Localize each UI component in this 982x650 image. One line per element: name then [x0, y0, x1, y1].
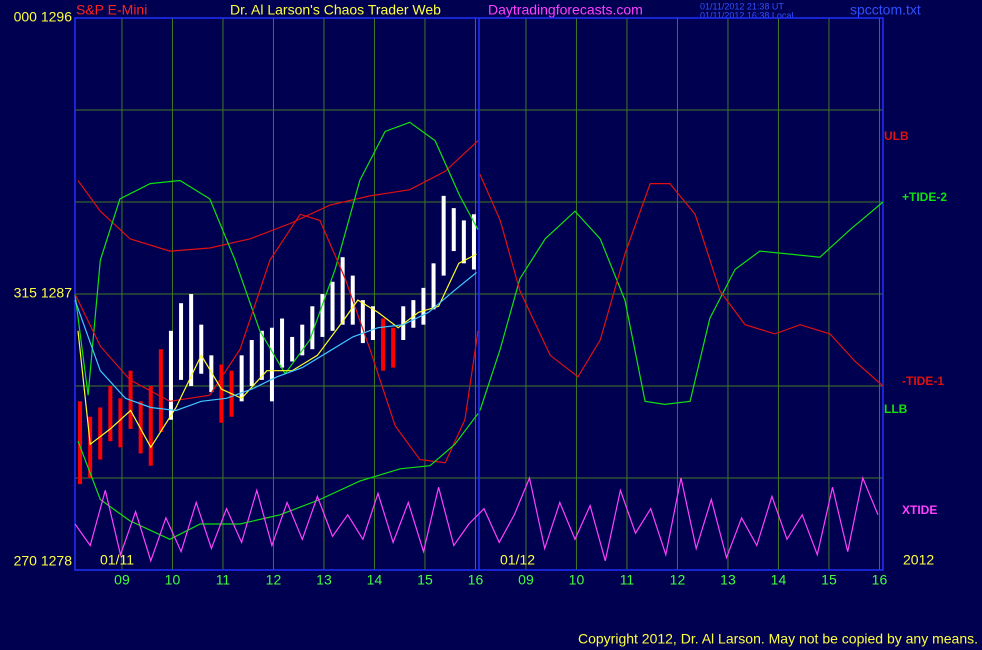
price-bar — [451, 208, 456, 252]
series-label: LLB — [884, 402, 908, 416]
x-tick-label: 15 — [417, 572, 433, 588]
price-bar — [441, 195, 446, 276]
time-ut: 01/11/2012 21:38 UT — [700, 1, 784, 11]
x-tick-label: 10 — [569, 572, 585, 588]
price-bar — [158, 349, 163, 432]
date-label: 01/11 — [100, 552, 134, 568]
price-bar — [330, 281, 335, 331]
x-tick-label: 12 — [670, 572, 686, 588]
time-local: 01/11/2012 16:38 Local — [700, 10, 793, 20]
y-tick-label: 270 1278 — [14, 553, 73, 569]
price-bar — [290, 336, 295, 362]
price-bar — [269, 327, 274, 402]
series-line — [74, 475, 879, 563]
price-bar — [411, 300, 416, 328]
price-bar — [118, 398, 123, 448]
price-bar — [78, 401, 83, 485]
copyright: Copyright 2012, Dr. Al Larson. May not b… — [578, 631, 978, 647]
x-tick-label: 11 — [620, 572, 635, 588]
price-bar — [108, 386, 113, 442]
price-bar — [138, 401, 143, 454]
price-bar — [259, 330, 264, 380]
price-bar — [168, 330, 173, 420]
series-label: +TIDE-2 — [902, 190, 947, 204]
price-bar — [370, 306, 375, 340]
x-tick-label: 14 — [771, 572, 787, 588]
price-bar — [199, 324, 204, 374]
series-line — [77, 140, 479, 252]
site: Daytradingforecasts.com — [488, 2, 643, 18]
price-bar — [148, 386, 153, 466]
x-tick-label: 10 — [165, 572, 181, 588]
title: Dr. Al Larson's Chaos Trader Web — [230, 2, 441, 18]
price-bar — [381, 318, 386, 371]
series-label: XTIDE — [902, 503, 937, 517]
price-bar — [98, 407, 103, 460]
date-label: 2012 — [903, 552, 934, 568]
series-line — [74, 121, 884, 411]
symbol: S&P E-Mini — [76, 2, 147, 18]
date-label: 01/12 — [500, 552, 535, 568]
price-bar — [219, 364, 224, 423]
price-bar — [421, 287, 426, 325]
price-bar — [179, 303, 184, 380]
x-tick-label: 13 — [720, 572, 736, 588]
price-bar — [280, 318, 285, 368]
price-bar — [310, 306, 315, 350]
series-label: -TIDE-1 — [902, 374, 944, 388]
y-tick-label: 315 1287 — [14, 285, 73, 301]
x-tick-label: 09 — [114, 572, 130, 588]
series-line — [77, 253, 477, 449]
price-bar — [249, 340, 254, 386]
x-tick-label: 11 — [216, 572, 231, 588]
price-bar — [360, 300, 365, 344]
series-line — [77, 413, 479, 540]
price-bar — [461, 220, 466, 264]
x-tick-label: 09 — [518, 572, 534, 588]
x-tick-label: 13 — [316, 572, 332, 588]
price-bar — [189, 294, 194, 386]
price-bar — [320, 294, 325, 337]
price-bar — [239, 355, 244, 402]
x-tick-label: 16 — [468, 572, 484, 588]
file-name: spcctom.txt — [850, 2, 921, 18]
series-label: ULB — [884, 129, 909, 143]
y-tick-label: 000 1296 — [14, 9, 73, 25]
x-tick-label: 12 — [266, 572, 282, 588]
series-line — [74, 272, 477, 412]
x-tick-label: 16 — [872, 572, 888, 588]
price-bar — [340, 257, 345, 325]
price-bar — [300, 324, 305, 356]
price-bar — [209, 355, 214, 393]
x-tick-label: 14 — [367, 572, 383, 588]
price-bar — [471, 214, 476, 270]
price-bar — [431, 263, 436, 310]
x-tick-label: 15 — [821, 572, 837, 588]
series-line — [74, 174, 884, 464]
price-bar — [88, 416, 93, 478]
price-bar — [391, 327, 396, 368]
